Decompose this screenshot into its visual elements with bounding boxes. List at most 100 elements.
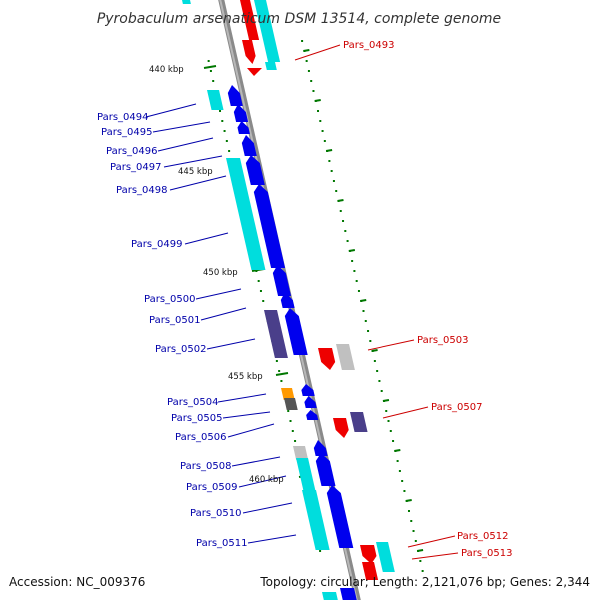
forward-gene [272,265,292,296]
guide-dot [262,300,265,302]
leader-line [238,475,287,488]
guide-dot [414,540,417,542]
forward-gene [313,440,328,456]
gene-label[interactable]: Pars_0501 [149,315,200,326]
guide-dot [344,230,347,232]
rna-feature [265,62,277,70]
guide-dot [301,40,304,42]
forward-gene [340,588,357,600]
leader-line [169,175,227,191]
gene-label[interactable]: Pars_0512 [457,531,508,542]
map-title: Pyrobaculum arsenaticum DSM 13514, compl… [97,11,501,27]
minor-tick [382,399,390,402]
gene-label[interactable]: Pars_0502 [155,344,206,355]
gene-label[interactable]: Pars_0513 [461,548,512,559]
scale-label: 460 kbp [249,475,284,485]
gene-label[interactable]: Pars_0493 [343,40,394,51]
guide-dot [307,70,310,72]
rna-feature [296,458,316,492]
gene-label[interactable]: Pars_0510 [190,508,241,519]
guide-dot [367,330,370,332]
guide-dot [346,240,349,242]
guide-dot [335,190,338,192]
guide-dot [410,520,413,522]
guide-dot [275,360,278,362]
forward-gene [241,135,257,156]
guide-dot [401,480,404,482]
gene-label[interactable]: Pars_0503 [417,335,468,346]
guide-dot [392,440,395,442]
guide-dot [259,290,262,292]
guide-dot [225,140,228,142]
leader-line [294,44,341,61]
leader-line [411,552,459,560]
forward-gene [306,410,319,420]
guide-dot [353,270,356,272]
gene-label[interactable]: Pars_0508 [180,461,231,472]
guide-dot [319,550,322,552]
major-tick [275,372,289,376]
rna-feature [376,542,395,572]
leader-line [157,137,214,152]
guide-dot [342,220,345,222]
gene-features [182,0,395,600]
gene-label[interactable]: Pars_0498 [116,185,167,196]
guide-dot [209,70,212,72]
guide-dot [398,470,401,472]
guide-dot [357,290,360,292]
gene-label[interactable]: Pars_0494 [97,112,148,123]
gene-label[interactable]: Pars_0497 [110,162,161,173]
gene-label[interactable]: Pars_0506 [175,432,226,443]
guide-dot [257,280,260,282]
guide-dot [332,180,335,182]
reverse-gene [333,418,349,438]
leader-line [247,534,297,544]
leader-line [163,155,223,168]
minor-tick [394,449,401,452]
gene-label[interactable]: Pars_0499 [131,239,182,250]
guide-dot [387,420,390,422]
guide-dot [389,430,392,432]
gene-label[interactable]: Pars_0500 [144,294,195,305]
reverse-gene [318,348,336,370]
gene-label[interactable]: Pars_0509 [186,482,237,493]
leader-line [382,406,429,419]
guide-dot [310,80,313,82]
guide-dot [403,490,406,492]
leader-line [407,535,456,548]
minor-tick [405,499,412,502]
forward-gene [245,155,265,185]
gene-label[interactable]: Pars_0495 [101,127,152,138]
leader-line [152,121,211,133]
other-feature [336,344,355,370]
leader-line [200,307,247,321]
forward-gene [284,308,308,355]
minor-tick [303,49,310,52]
guide-dot [421,570,424,572]
other-feature [350,412,368,432]
minor-tick [314,99,321,102]
gene-label[interactable]: Pars_0511 [196,538,247,549]
scale-label: 445 kbp [178,167,213,177]
gene-label[interactable]: Pars_0504 [167,397,218,408]
guide-dot [407,510,410,512]
guide-dot [330,170,333,172]
guide-dot [312,90,315,92]
leader-line [367,339,415,351]
label-leaders [145,44,459,560]
gene-label[interactable]: Pars_0505 [171,413,222,424]
leader-line [184,232,229,245]
gene-label[interactable]: Pars_0496 [106,146,157,157]
gene-label[interactable]: Pars_0507 [431,402,482,413]
guide-dot [287,410,290,412]
other-feature [293,446,309,460]
reverse-gene [247,68,262,76]
minor-tick [348,249,356,252]
guide-dot [294,440,297,442]
scale-labels: 440 kbp 445 kbp 450 kbp 455 kbp 460 kbp [149,65,284,485]
guide-dot [364,320,367,322]
rna-feature [302,490,330,550]
minor-tick [337,199,344,202]
guide-dot [278,370,281,372]
accession-text: Accession: NC_009376 [9,575,145,589]
